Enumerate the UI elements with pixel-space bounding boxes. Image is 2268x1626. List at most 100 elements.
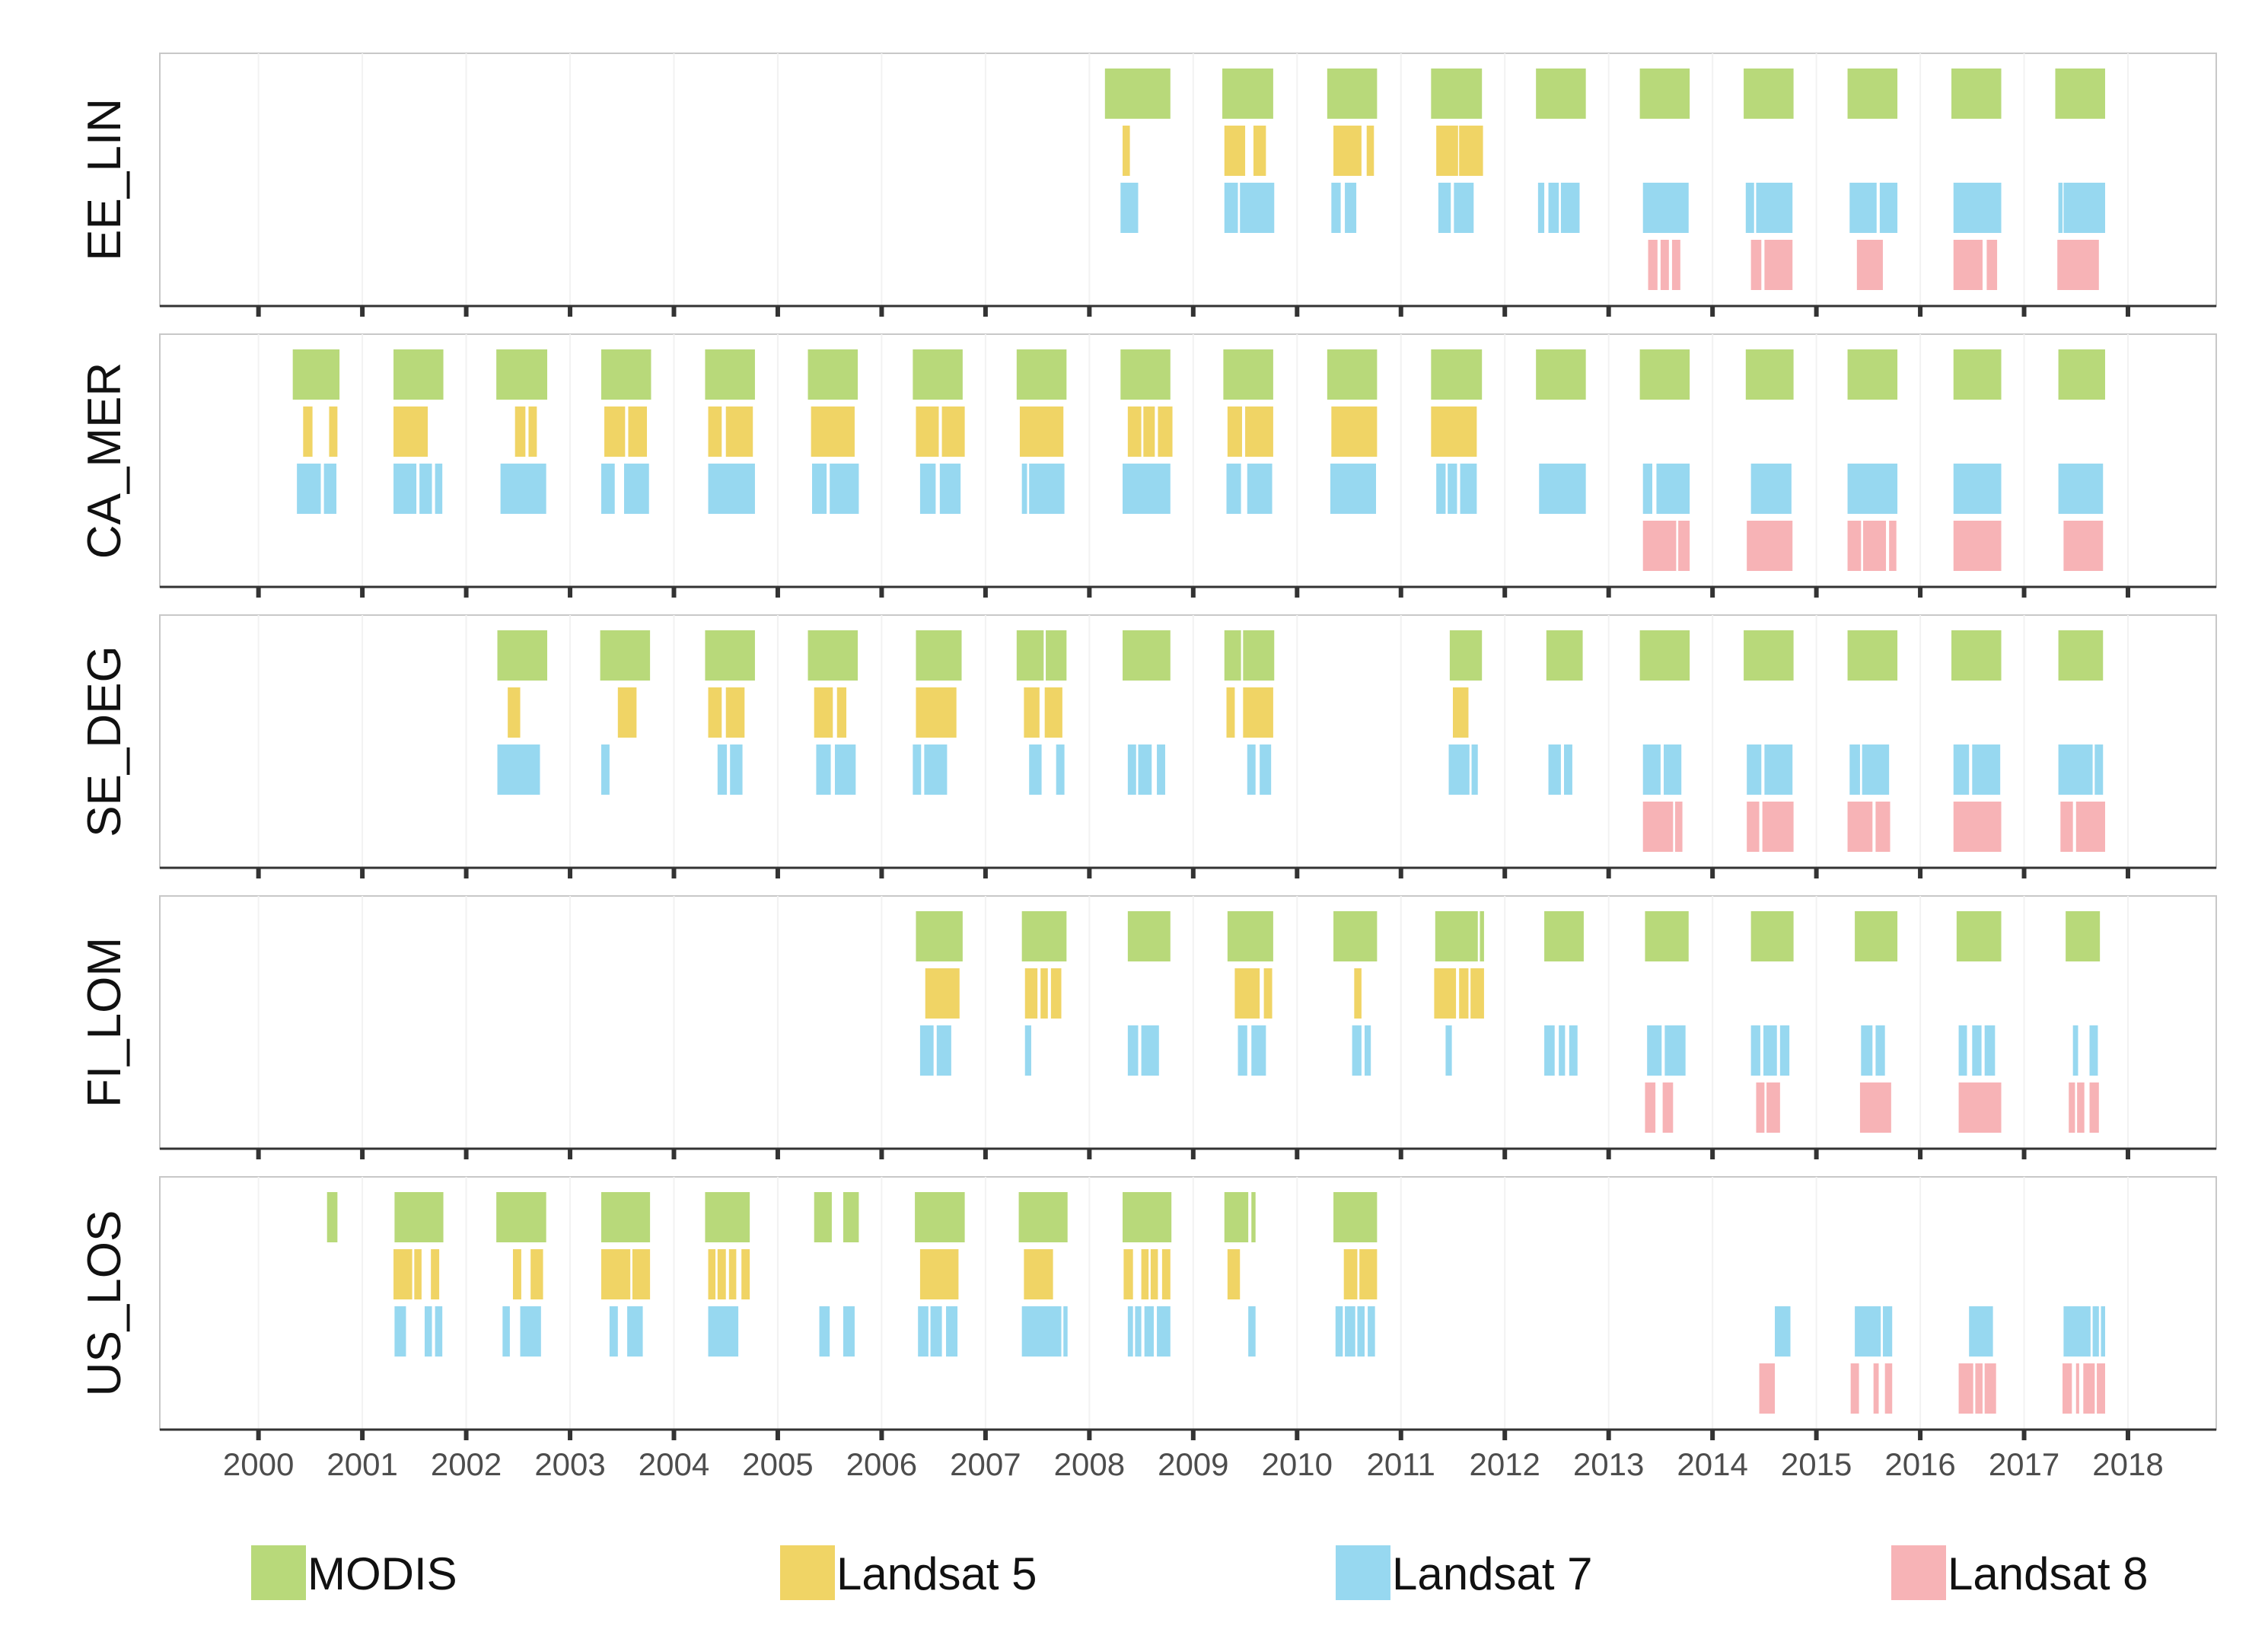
- bar-landsat-7: [1368, 1306, 1375, 1357]
- bar-landsat-7: [1879, 183, 1898, 233]
- bar-modis: [1847, 69, 1898, 119]
- bar-landsat-5: [1354, 968, 1362, 1019]
- bar-landsat-5: [1331, 406, 1378, 457]
- bar-modis: [1956, 911, 2002, 961]
- bar-landsat-5: [1343, 1249, 1358, 1299]
- legend-label: MODIS: [307, 1548, 457, 1599]
- bar-modis: [1016, 630, 1044, 681]
- bar-landsat-8: [2083, 1363, 2095, 1414]
- bar-landsat-8: [1863, 521, 1887, 571]
- bar-landsat-7: [1764, 744, 1793, 795]
- bar-landsat-5: [1245, 406, 1273, 457]
- bar-landsat-7: [918, 1306, 929, 1357]
- bar-landsat-5: [632, 1249, 651, 1299]
- bar-landsat-7: [393, 464, 417, 514]
- legend-swatch: [251, 1545, 306, 1600]
- bar-landsat-5: [617, 687, 637, 738]
- bar-landsat-5: [1359, 1249, 1378, 1299]
- bar-modis: [1431, 349, 1483, 400]
- bar-modis: [1021, 911, 1067, 961]
- bar-modis: [1127, 911, 1171, 961]
- bar-landsat-8: [1678, 521, 1690, 571]
- bar-landsat-7: [1123, 464, 1171, 514]
- bar-landsat-7: [1120, 183, 1139, 233]
- bar-landsat-5: [600, 1249, 631, 1299]
- bar-landsat-7: [1647, 1025, 1662, 1076]
- x-tick-label: 2010: [1262, 1446, 1333, 1482]
- x-tick-label: 2007: [950, 1446, 1021, 1482]
- panel-frame: [159, 614, 2217, 869]
- bar-landsat-5: [512, 1249, 521, 1299]
- bar-landsat-5: [1150, 1249, 1158, 1299]
- panel-ee-lin: EE_LIN: [78, 53, 2217, 317]
- bar-landsat-8: [1958, 1363, 1973, 1414]
- bar-landsat-7: [913, 744, 922, 795]
- bar-landsat-7: [627, 1306, 643, 1357]
- bar-landsat-7: [1664, 744, 1682, 795]
- bar-landsat-7: [1226, 464, 1241, 514]
- x-tick-label: 2016: [1884, 1446, 1955, 1482]
- bar-modis: [1016, 349, 1067, 400]
- bar-landsat-7: [1537, 183, 1545, 233]
- bar-landsat-5: [814, 687, 833, 738]
- bar-landsat-7: [1127, 744, 1136, 795]
- bar-landsat-8: [1875, 802, 1891, 852]
- bar-landsat-5: [508, 687, 521, 738]
- bar-landsat-8: [2089, 1082, 2099, 1133]
- series-landsat-8: [1759, 1363, 2105, 1414]
- bar-landsat-8: [1958, 1082, 2002, 1133]
- bar-modis: [1645, 911, 1689, 961]
- series-landsat-7: [919, 1025, 2098, 1076]
- bar-modis: [1224, 630, 1241, 681]
- x-tick-label: 2008: [1054, 1446, 1125, 1482]
- bar-landsat-7: [1029, 744, 1042, 795]
- bar-landsat-8: [2057, 240, 2099, 290]
- bar-landsat-7: [1056, 744, 1065, 795]
- bar-landsat-8: [1856, 240, 1883, 290]
- bar-landsat-8: [2097, 1363, 2105, 1414]
- series-landsat-5: [925, 968, 1484, 1019]
- bar-landsat-5: [1227, 406, 1242, 457]
- legend-item-modis: MODIS: [251, 1545, 457, 1600]
- bar-modis: [1243, 630, 1275, 681]
- bar-landsat-5: [1024, 1249, 1053, 1299]
- bar-modis: [2058, 349, 2105, 400]
- series-modis: [327, 1192, 1378, 1242]
- bar-modis: [807, 630, 858, 681]
- bar-landsat-5: [604, 406, 626, 457]
- bar-landsat-7: [2058, 464, 2104, 514]
- x-tick-label: 2018: [2092, 1446, 2163, 1482]
- bar-landsat-5: [1452, 687, 1469, 738]
- bar-landsat-7: [1779, 1025, 1790, 1076]
- bar-landsat-7: [811, 464, 827, 514]
- bar-landsat-5: [1024, 687, 1040, 738]
- bar-modis: [1327, 349, 1378, 400]
- series-landsat-5: [303, 406, 1477, 457]
- bar-landsat-8: [2063, 521, 2104, 571]
- legend-label: Landsat 7: [1392, 1548, 1593, 1599]
- bar-landsat-7: [1144, 1306, 1154, 1357]
- bar-landsat-7: [708, 464, 755, 514]
- site-label: CA_MER: [78, 362, 131, 559]
- bar-landsat-5: [1226, 687, 1235, 738]
- bar-landsat-7: [1021, 464, 1027, 514]
- bar-landsat-7: [1330, 464, 1377, 514]
- series-landsat-5: [393, 1249, 1378, 1299]
- bar-modis: [1333, 911, 1378, 961]
- bar-landsat-5: [1224, 126, 1246, 176]
- bar-modis: [814, 1192, 832, 1242]
- bar-modis: [600, 349, 651, 400]
- bar-landsat-7: [502, 1306, 510, 1357]
- bar-landsat-7: [2063, 183, 2105, 233]
- bar-modis: [915, 1192, 965, 1242]
- legend-item-landsat-7: Landsat 7: [1336, 1545, 1593, 1600]
- bar-landsat-8: [1889, 521, 1897, 571]
- bar-modis: [705, 1192, 750, 1242]
- bar-modis: [1855, 911, 1898, 961]
- bar-modis: [1123, 1192, 1172, 1242]
- bar-modis: [1745, 349, 1794, 400]
- bar-landsat-8: [2063, 1363, 2072, 1414]
- bar-landsat-7: [1157, 744, 1165, 795]
- bar-landsat-8: [2069, 1082, 2075, 1133]
- x-tick-label: 2000: [223, 1446, 294, 1482]
